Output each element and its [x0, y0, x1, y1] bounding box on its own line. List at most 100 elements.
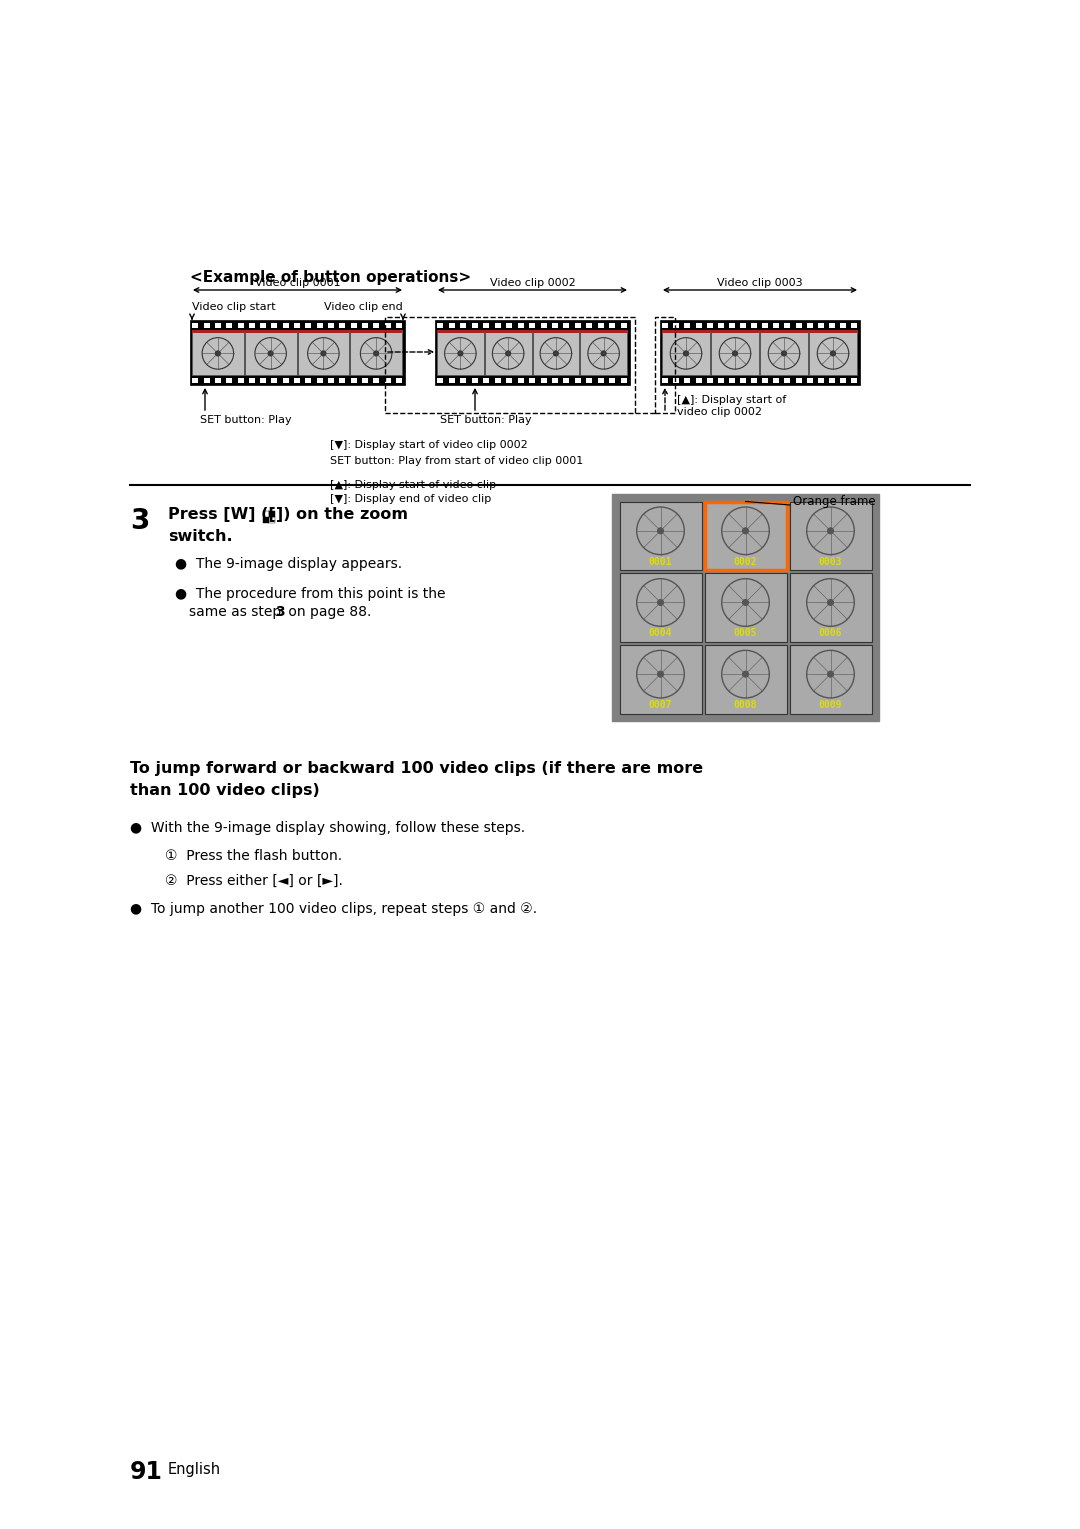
Bar	[662, 330, 710, 375]
Circle shape	[268, 352, 273, 356]
Text: 0004: 0004	[649, 628, 672, 638]
Bar	[362, 323, 368, 327]
Bar	[564, 323, 569, 327]
Bar	[449, 323, 455, 327]
Bar	[696, 378, 702, 382]
Bar	[773, 378, 780, 382]
Bar	[552, 323, 558, 327]
Bar	[192, 330, 244, 333]
Bar	[751, 378, 757, 382]
Bar	[751, 323, 757, 327]
Bar	[215, 323, 221, 327]
Bar	[245, 330, 297, 333]
Bar	[384, 317, 635, 413]
Bar	[437, 378, 443, 382]
Text: Orange frame: Orange frame	[793, 495, 876, 508]
Bar	[789, 502, 872, 570]
Circle shape	[827, 599, 834, 605]
Bar	[784, 323, 791, 327]
Bar	[729, 323, 734, 327]
Bar	[851, 323, 858, 327]
Bar	[796, 378, 801, 382]
Bar	[598, 378, 604, 382]
Circle shape	[216, 352, 220, 356]
Bar	[532, 330, 579, 375]
Bar	[654, 317, 675, 413]
Bar	[621, 378, 626, 382]
Text: Video clip 0001: Video clip 0001	[255, 278, 340, 287]
Bar	[350, 330, 402, 375]
Text: ●  The 9-image display appears.: ● The 9-image display appears.	[175, 557, 402, 570]
Bar	[740, 323, 746, 327]
Bar	[472, 323, 477, 327]
Text: English: English	[168, 1462, 221, 1477]
Bar	[662, 330, 710, 333]
Bar	[328, 323, 334, 327]
Bar	[517, 323, 524, 327]
Bar	[483, 323, 489, 327]
Bar	[609, 323, 616, 327]
Bar	[807, 378, 812, 382]
Bar	[271, 378, 278, 382]
Bar	[552, 378, 558, 382]
Bar	[706, 323, 713, 327]
Text: [▼]: Display end of video clip: [▼]: Display end of video clip	[330, 494, 491, 505]
Text: Video clip end: Video clip end	[324, 303, 403, 312]
Bar	[784, 378, 791, 382]
Bar	[796, 323, 801, 327]
Bar	[529, 323, 535, 327]
Circle shape	[743, 671, 748, 677]
Bar	[575, 378, 581, 382]
Circle shape	[554, 352, 558, 356]
Text: [▲]: Display start of video clip: [▲]: Display start of video clip	[330, 480, 496, 489]
Bar	[729, 378, 734, 382]
Bar	[396, 378, 402, 382]
Text: SET button: Play: SET button: Play	[440, 414, 531, 425]
Bar	[485, 330, 531, 333]
Bar	[685, 378, 690, 382]
Bar	[851, 378, 858, 382]
Text: on page 88.: on page 88.	[284, 605, 372, 619]
Bar	[575, 323, 581, 327]
Bar	[435, 320, 630, 385]
Text: 0009: 0009	[819, 700, 842, 709]
Text: Video clip 0003: Video clip 0003	[717, 278, 802, 287]
Bar	[472, 378, 477, 382]
Text: Press [W] ([: Press [W] ([	[168, 508, 275, 521]
Bar	[384, 378, 391, 382]
Bar	[807, 323, 812, 327]
Bar	[564, 378, 569, 382]
Bar	[704, 502, 786, 570]
Bar	[339, 323, 346, 327]
Bar	[190, 320, 405, 385]
Bar	[328, 378, 334, 382]
Bar	[396, 323, 402, 327]
Bar	[283, 378, 288, 382]
Bar	[271, 323, 278, 327]
Circle shape	[743, 528, 748, 534]
Bar	[192, 330, 244, 375]
Circle shape	[458, 352, 462, 356]
Bar	[718, 323, 724, 327]
Text: <Example of button operations>: <Example of button operations>	[190, 271, 471, 284]
Bar	[685, 323, 690, 327]
Bar	[532, 330, 579, 333]
Bar	[696, 323, 702, 327]
Bar	[828, 323, 835, 327]
Text: [▲]: Display start of
video clip 0002: [▲]: Display start of video clip 0002	[677, 394, 786, 416]
Bar	[586, 323, 593, 327]
Bar	[339, 378, 346, 382]
Bar	[374, 323, 379, 327]
Bar	[306, 378, 311, 382]
Bar	[517, 378, 524, 382]
Text: 0002: 0002	[733, 557, 757, 567]
Bar	[316, 323, 323, 327]
Bar	[245, 330, 297, 375]
Text: ]) on the zoom: ]) on the zoom	[276, 508, 408, 521]
Bar	[269, 511, 275, 517]
Text: SET button: Play from start of video clip 0001: SET button: Play from start of video cli…	[330, 456, 583, 466]
Bar	[740, 378, 746, 382]
Text: 0007: 0007	[649, 700, 672, 709]
Text: ●  To jump another 100 video clips, repeat steps ① and ②.: ● To jump another 100 video clips, repea…	[130, 902, 537, 916]
Bar	[269, 517, 275, 523]
